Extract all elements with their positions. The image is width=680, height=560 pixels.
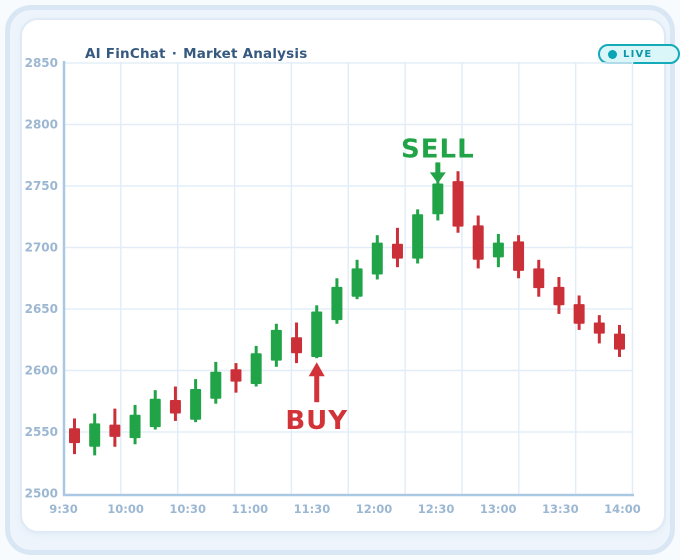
candle [412, 209, 424, 264]
y-tick-label: 2550 [25, 425, 58, 439]
title-separator: · [171, 46, 178, 62]
sell-label: SELL [401, 134, 475, 164]
candle [573, 295, 585, 330]
live-dot-icon [608, 49, 617, 59]
candle [291, 322, 303, 364]
candle [210, 361, 222, 404]
sell-annotation: SELL [401, 134, 475, 184]
y-tick-label: 2850 [25, 56, 58, 70]
x-tick-label: 9:30 [49, 502, 78, 516]
candle [492, 233, 504, 268]
candle [472, 215, 484, 269]
candle [613, 324, 625, 357]
candle [371, 235, 383, 280]
buy-annotation: BUY [285, 362, 348, 436]
buy-label: BUY [285, 406, 348, 436]
candle [432, 177, 444, 221]
x-tick-label: 13:30 [542, 502, 579, 516]
candle [190, 379, 202, 423]
candle [533, 259, 545, 297]
gridlines [64, 62, 634, 494]
candles [69, 171, 625, 456]
candle [331, 278, 343, 324]
live-status-badge: LIVE [598, 44, 680, 64]
up-arrow-icon [308, 362, 325, 377]
candle [69, 418, 80, 455]
candle [391, 227, 403, 268]
candle [593, 315, 605, 344]
candle [230, 363, 242, 393]
candle [149, 390, 161, 430]
x-tick-label: 11:30 [294, 502, 331, 516]
chart-title: Market Analysis [183, 46, 308, 62]
x-tick-label: 11:00 [231, 502, 268, 516]
candle [89, 413, 101, 456]
candle [311, 305, 323, 359]
y-tick-label: 2650 [25, 302, 58, 316]
down-arrow-icon [429, 172, 446, 184]
candle [270, 323, 282, 367]
y-tick-label: 2700 [25, 241, 58, 255]
candle [351, 259, 363, 300]
x-axis-labels: 9:30 10:00 10:30 11:00 11:30 12:00 12:30 13:00 1… [49, 502, 641, 516]
x-tick-label: 10:30 [169, 502, 206, 516]
y-tick-label: 2750 [25, 179, 58, 193]
candle [513, 235, 525, 279]
x-tick-label: 10:00 [107, 502, 144, 516]
x-tick-label: 14:00 [604, 502, 641, 516]
axes [62, 61, 634, 497]
candle [109, 408, 121, 447]
x-tick-label: 12:00 [356, 502, 393, 516]
chart-card: AI FinChat · Market Analysis LIVE [20, 18, 680, 533]
brand-name: AI FinChat [85, 46, 166, 62]
candle [553, 277, 565, 314]
candle [250, 345, 262, 387]
candle [169, 386, 181, 421]
y-tick-label: 2600 [25, 364, 58, 378]
y-axis-labels: 2850 2800 2750 2700 2650 2600 2550 2500 [25, 56, 58, 501]
live-label: LIVE [623, 48, 653, 60]
candle [452, 171, 464, 233]
y-tick-label: 2500 [25, 487, 58, 501]
candle [129, 404, 141, 445]
y-tick-label: 2800 [25, 118, 58, 132]
x-tick-label: 12:30 [418, 502, 455, 516]
page-title: AI FinChat · Market Analysis [85, 46, 307, 62]
x-tick-label: 13:00 [480, 502, 517, 516]
